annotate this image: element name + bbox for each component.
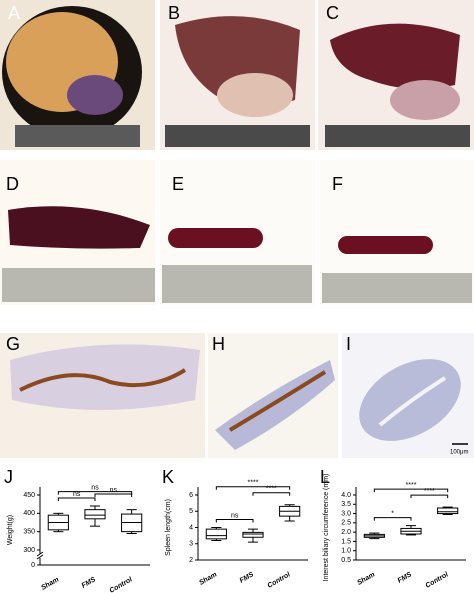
y-axis-label: Interest biliary circumference (mm)	[323, 474, 330, 582]
panel-label: G	[6, 334, 20, 354]
panel-label: F	[332, 174, 343, 194]
y-tick-label: 0.5	[341, 557, 351, 564]
x-tick-label: Sham	[40, 576, 60, 592]
x-tick-label: Sham	[198, 571, 218, 587]
significance-label: ns	[73, 491, 81, 498]
photo-row-2	[0, 160, 474, 305]
box	[437, 507, 459, 515]
y-tick-label: 1.5	[341, 538, 351, 545]
x-tick-label: Control	[425, 571, 451, 590]
significance-bracket	[410, 494, 449, 499]
x-tick-label: Control	[267, 571, 293, 590]
significance-bracket	[373, 517, 412, 521]
box	[205, 528, 227, 540]
y-tick-label: 4.0	[341, 492, 351, 499]
box	[242, 531, 264, 538]
y-tick-label: 3.5	[341, 501, 351, 508]
y-tick-label: 2.0	[341, 529, 351, 536]
y-tick-label: 5	[189, 508, 193, 515]
significance-bracket	[57, 491, 133, 495]
photo-row-1	[0, 0, 474, 150]
panel-label: I	[346, 334, 351, 354]
significance-label: ****	[406, 482, 417, 489]
y-tick-label: 3	[189, 541, 193, 548]
x-tick-label: Control	[109, 576, 135, 593]
y-tick-label: 450	[23, 492, 35, 499]
y-tick-label: 400	[23, 510, 35, 517]
panel-label: J	[4, 467, 13, 487]
significance-label: ns	[91, 485, 99, 492]
panel-label: B	[168, 3, 180, 23]
y-tick-label: 6	[189, 492, 193, 499]
panel-label: K	[162, 467, 174, 487]
panel-label: L	[320, 467, 330, 487]
significance-bracket	[215, 519, 254, 523]
y-tick-label: 2	[189, 557, 193, 564]
panel-label: H	[212, 334, 225, 354]
y-tick-label: 300	[23, 547, 35, 554]
y-tick-label: 4	[189, 524, 193, 531]
significance-bracket	[57, 497, 96, 501]
significance-label: ****	[266, 486, 277, 493]
y-tick-label: 1.0	[341, 548, 351, 555]
x-tick-label: Sham	[356, 571, 376, 587]
significance-bracket	[373, 488, 449, 493]
y-tick-label: 350	[23, 529, 35, 536]
photo-row-3: 100μm	[0, 333, 474, 458]
panel-label: A	[8, 3, 20, 23]
panel-label: D	[6, 174, 19, 194]
panel-label: C	[326, 3, 339, 23]
box	[84, 509, 106, 520]
x-tick-label: FMS	[81, 576, 98, 590]
y-axis-label: Spleen length(cm)	[165, 499, 172, 556]
axis-break	[36, 554, 44, 560]
scale-bar-label: 100μm	[450, 450, 468, 456]
significance-label: ****	[424, 488, 435, 495]
significance-bracket	[215, 486, 291, 490]
y-tick-label: 0	[31, 562, 35, 569]
significance-label: ns	[110, 487, 118, 494]
axis-break	[36, 551, 44, 557]
significance-label: *	[391, 510, 394, 517]
significance-label: ns	[231, 512, 239, 519]
significance-label: ****	[248, 480, 259, 487]
y-tick-label: 3.0	[341, 510, 351, 517]
x-tick-label: FMS	[397, 571, 414, 585]
significance-bracket	[94, 493, 133, 497]
y-axis-label: Weight(g)	[7, 515, 14, 545]
x-tick-label: FMS	[239, 571, 256, 585]
y-tick-label: 2.5	[341, 520, 351, 527]
significance-bracket	[252, 492, 291, 496]
panel-label: E	[172, 174, 184, 194]
